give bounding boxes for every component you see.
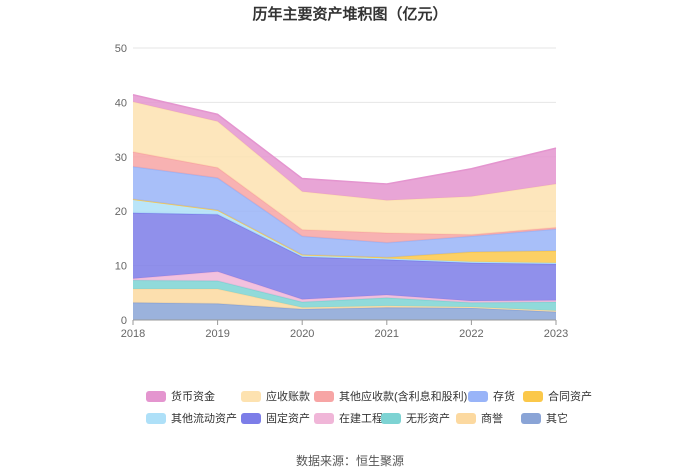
- y-tick-label: 40: [115, 97, 127, 109]
- legend-item[interactable]: 货币资金: [146, 388, 215, 404]
- x-tick-label: 2022: [459, 328, 483, 340]
- area-series-2: [133, 280, 556, 311]
- legend-label: 固定资产: [266, 413, 310, 425]
- legend-swatch: [241, 412, 261, 424]
- area-series-7: [133, 166, 556, 258]
- legend-item[interactable]: 无形资产: [381, 410, 450, 426]
- legend-swatch: [241, 390, 261, 402]
- legend-label: 合同资产: [548, 391, 592, 403]
- legend-swatch: [521, 412, 541, 424]
- legend-swatch: [314, 390, 334, 402]
- y-tick-label: 0: [121, 315, 127, 327]
- legend-swatch: [456, 412, 476, 424]
- series-line-10: [132, 94, 557, 185]
- legend-swatch: [146, 390, 166, 402]
- legend-swatch: [314, 412, 334, 424]
- legend-label: 其他应收款(含利息和股利): [339, 391, 468, 403]
- chart-title: 历年主要资产堆积图（亿元）: [252, 6, 448, 23]
- legend-label: 商誉: [481, 413, 503, 425]
- legend-label: 应收账款: [266, 391, 310, 403]
- legend-item[interactable]: 其他应收款(含利息和股利): [314, 388, 467, 404]
- legend-item[interactable]: 合同资产: [523, 388, 592, 404]
- legend-label: 其它: [546, 413, 568, 425]
- area-series-4: [133, 212, 556, 301]
- legend-item[interactable]: 其他流动资产: [146, 410, 237, 426]
- legend-item[interactable]: 固定资产: [241, 410, 310, 426]
- legend-label: 货币资金: [171, 391, 215, 403]
- x-tick-label: 2020: [290, 328, 314, 340]
- legend-label: 其他流动资产: [171, 413, 237, 425]
- area-series-9: [133, 101, 556, 235]
- x-tick-label: 2018: [121, 328, 145, 340]
- y-tick-label: 10: [115, 261, 127, 273]
- legend-swatch: [523, 390, 543, 402]
- legend-swatch: [381, 412, 401, 424]
- area-series-6: [133, 199, 556, 263]
- x-tick-label: 2023: [544, 328, 568, 340]
- y-tick-label: 30: [115, 152, 127, 164]
- area-series-10: [133, 94, 556, 201]
- area-series-3: [133, 271, 556, 303]
- legend-item[interactable]: 其它: [521, 410, 568, 426]
- area-series-5: [133, 199, 556, 264]
- legend-item[interactable]: 在建工程: [314, 410, 383, 426]
- area-series-0: [133, 302, 556, 320]
- legend-swatch: [146, 412, 166, 424]
- legend-item[interactable]: 存货: [468, 388, 515, 404]
- x-tick-label: 2021: [375, 328, 399, 340]
- data-source-note: 数据来源：恒生聚源: [295, 454, 404, 468]
- legend-label: 在建工程: [339, 413, 383, 425]
- legend-swatch: [468, 390, 488, 402]
- y-tick-label: 50: [115, 43, 127, 55]
- y-tick-label: 20: [115, 206, 127, 218]
- legend-item[interactable]: 商誉: [456, 410, 503, 426]
- legend-label: 存货: [493, 391, 515, 403]
- area-series-1: [133, 288, 556, 312]
- x-tick-label: 2019: [205, 328, 229, 340]
- legend-label: 无形资产: [406, 413, 450, 425]
- legend-item[interactable]: 应收账款: [241, 388, 310, 404]
- area-series-8: [133, 151, 556, 243]
